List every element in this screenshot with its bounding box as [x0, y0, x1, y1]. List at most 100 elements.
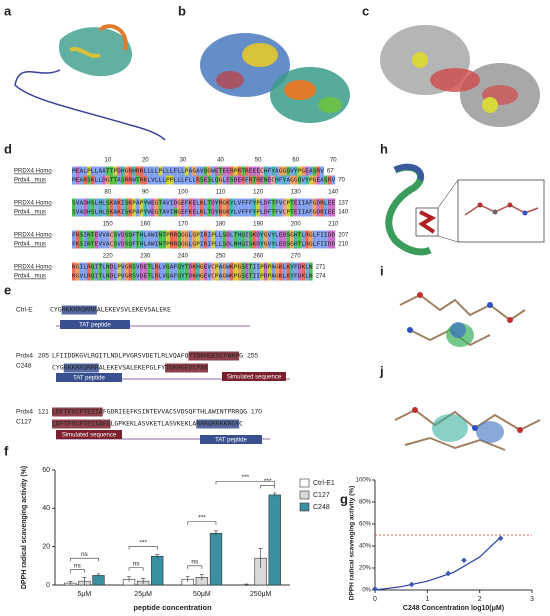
- residue-bg: [301, 271, 306, 281]
- residue-bg: [184, 175, 189, 185]
- residue-bg: [203, 198, 208, 208]
- residue-bg: [207, 207, 212, 217]
- y-tick-label: 0: [46, 582, 50, 589]
- residue-bg: [308, 271, 313, 281]
- residue-bg: [117, 262, 121, 272]
- residue-bg: [139, 198, 144, 208]
- residue-bg: [263, 271, 268, 281]
- residue-bg: [128, 198, 133, 208]
- residue-bg: [72, 207, 76, 217]
- position-number: 200: [291, 222, 302, 228]
- residue-bg: [72, 175, 76, 185]
- residue-bg: [222, 239, 227, 249]
- error-bar: [185, 576, 190, 583]
- highlight: [196, 419, 240, 429]
- residue-bg: [237, 271, 242, 281]
- residue-bg: [275, 230, 279, 240]
- residue-bg: [301, 175, 306, 185]
- residue-bg: [207, 271, 212, 281]
- residue-bg: [132, 207, 136, 217]
- residue-bg: [211, 239, 215, 249]
- legend-swatch: [299, 478, 310, 488]
- residue-bg: [162, 271, 166, 281]
- error-bar: [96, 573, 101, 577]
- residue-bg: [282, 207, 287, 217]
- residue-bg: [252, 175, 257, 185]
- residue-bg: [173, 175, 178, 185]
- residue-bg: [188, 271, 193, 281]
- residue-bg: [252, 239, 257, 249]
- residue-bg: [293, 175, 298, 185]
- residue-bg: [248, 175, 253, 185]
- residue-bg: [305, 207, 309, 217]
- residue-bg: [226, 166, 230, 176]
- residue-bg: [290, 207, 294, 217]
- position-number: 230: [140, 254, 151, 260]
- residue-bg: [308, 262, 313, 272]
- residue-bg: [169, 166, 174, 176]
- residue-bg: [181, 239, 185, 249]
- residue-bg: [241, 262, 245, 272]
- residue-bg: [177, 198, 182, 208]
- residue-bg: [211, 230, 215, 240]
- residue-bg: [218, 198, 223, 208]
- residue-bg: [323, 230, 328, 240]
- residue-bg: [275, 271, 279, 281]
- residue-bg: [135, 271, 140, 281]
- residue-bg: [139, 166, 144, 176]
- sequence-name: Prdx4 _mus: [14, 274, 46, 280]
- residue-bg: [244, 207, 249, 217]
- residue-bg: [109, 207, 114, 217]
- data-point: [445, 570, 452, 577]
- residue-bg: [158, 239, 163, 249]
- data-point: [497, 535, 504, 542]
- protein-h: [385, 163, 545, 256]
- residue-bg: [290, 166, 294, 176]
- residue-bg: [267, 198, 272, 208]
- residue-bg: [128, 271, 133, 281]
- residue-bg: [229, 207, 234, 217]
- residue-bg: [192, 230, 197, 240]
- residue-bg: [260, 166, 264, 176]
- residue-bg: [263, 175, 268, 185]
- residue-bg: [143, 166, 148, 176]
- residue-bg: [184, 262, 189, 272]
- residue-bg: [90, 262, 95, 272]
- residue-bg: [308, 230, 313, 240]
- residue-bg: [109, 239, 114, 249]
- residue-bg: [90, 271, 95, 281]
- residue-bg: [233, 239, 238, 249]
- sequence-name: Prdx4 _mus: [14, 210, 46, 216]
- panel-label: a: [4, 3, 12, 18]
- residue-bg: [331, 207, 336, 217]
- residue-bg: [207, 230, 212, 240]
- residue-bg: [154, 198, 159, 208]
- data-point: [461, 557, 467, 564]
- position-number: 210: [328, 222, 339, 228]
- position-number: 180: [216, 222, 227, 228]
- residue-bg: [196, 262, 200, 272]
- residue-bg: [297, 262, 302, 272]
- residue-bg: [275, 239, 279, 249]
- residue-bg: [109, 262, 114, 272]
- residue-bg: [244, 198, 249, 208]
- residue-bg: [75, 271, 80, 281]
- residue-bg: [79, 271, 84, 281]
- x-axis-title: peptide concentration: [133, 603, 212, 612]
- residue-bg: [150, 175, 155, 185]
- residue-bg: [226, 230, 230, 240]
- position-number: 160: [140, 222, 151, 228]
- residue-bg: [105, 198, 110, 208]
- residue-bg: [260, 198, 264, 208]
- panel-label: e: [4, 282, 11, 297]
- residue-bg: [275, 175, 279, 185]
- residue-bg: [184, 207, 189, 217]
- residue-bg: [132, 239, 136, 249]
- position-number: 150: [103, 222, 114, 228]
- y-tick-label: 0%: [362, 588, 371, 594]
- residue-bg: [169, 230, 174, 240]
- sequence-end: 271: [316, 265, 327, 271]
- residue-bg: [135, 166, 140, 176]
- residue-bg: [166, 230, 170, 240]
- residue-bg: [323, 207, 328, 217]
